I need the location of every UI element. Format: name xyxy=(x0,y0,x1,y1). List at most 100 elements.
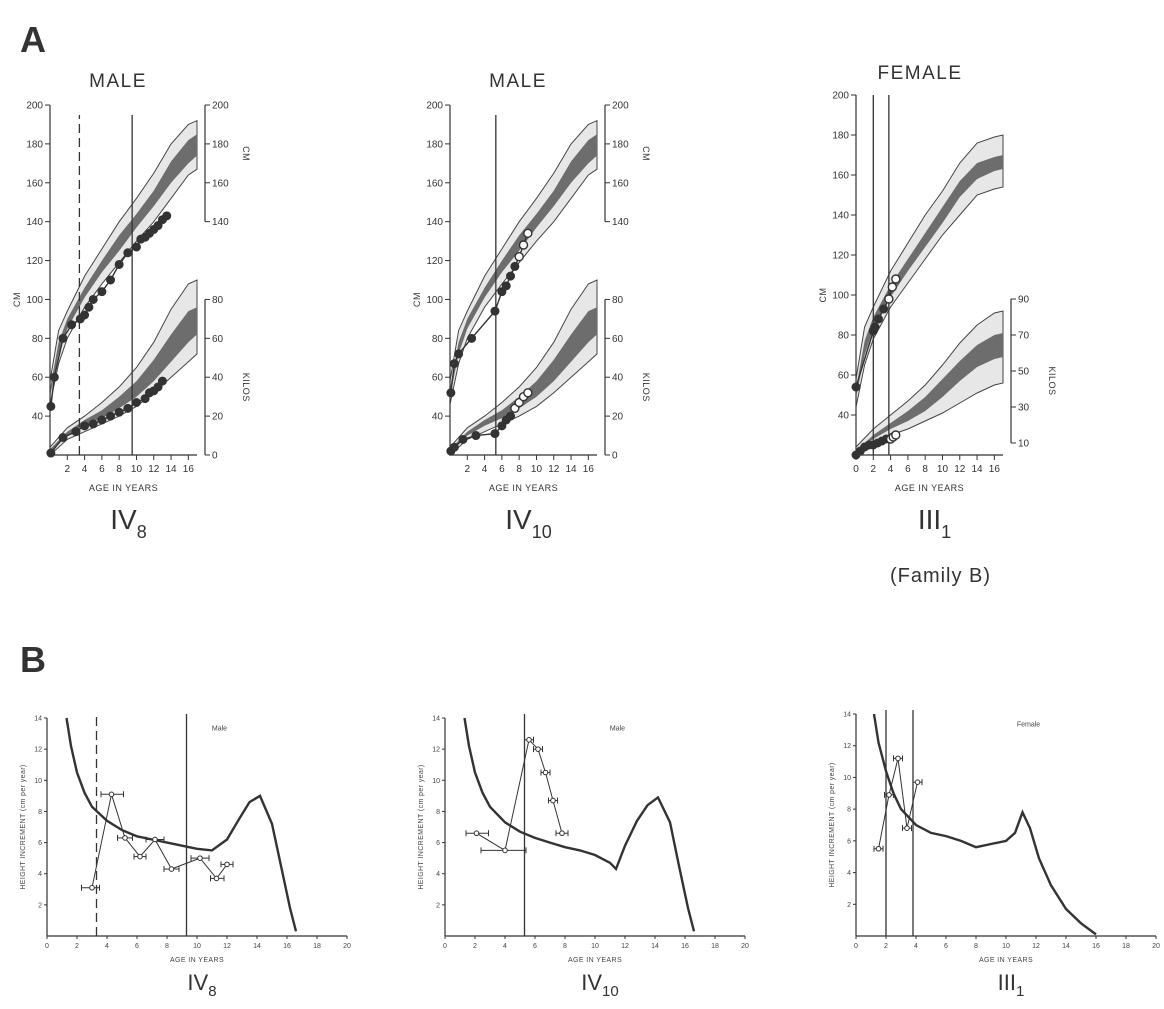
height-patient-point xyxy=(84,302,94,312)
x-tick-label: 4 xyxy=(82,464,88,475)
y-tick-label: 14 xyxy=(843,712,851,719)
height-patient-point xyxy=(873,314,883,324)
right-kilo-tick-label: 0 xyxy=(612,451,618,462)
height-patient-point xyxy=(891,274,901,284)
left-tick-label: 40 xyxy=(432,412,444,423)
x-tick-label: 12 xyxy=(548,464,560,475)
x-axis-label: AGE IN YEARS xyxy=(568,957,622,964)
weight-patient-point xyxy=(506,411,516,421)
x-tick-label: 10 xyxy=(531,464,543,475)
subject-label-subscript: 1 xyxy=(1016,983,1024,1000)
left-tick-label: 60 xyxy=(32,373,44,384)
observed-velocity-point xyxy=(197,855,203,861)
left-axis-label: CM xyxy=(412,292,422,307)
x-tick-label: 4 xyxy=(482,464,488,475)
x-tick-label: 16 xyxy=(1092,943,1100,950)
height-patient-point xyxy=(97,287,107,297)
right-kilo-tick-label: 60 xyxy=(212,334,224,345)
observed-velocity-point xyxy=(168,866,175,872)
weight-patient-point xyxy=(97,415,107,425)
y-axis-label: HEIGHT INCREMENT (cm per year) xyxy=(20,764,27,889)
x-tick-label: 12 xyxy=(954,464,966,475)
height-patient-point xyxy=(887,282,898,292)
right-kilo-tick-label: 40 xyxy=(612,373,624,384)
x-tick-label: 4 xyxy=(503,943,507,950)
height-patient-point xyxy=(46,401,56,411)
height-patient-point xyxy=(523,228,533,239)
y-tick-label: 12 xyxy=(432,747,440,754)
y-axis-label: HEIGHT INCREMENT (cm per year) xyxy=(418,764,425,889)
x-tick-label: 12 xyxy=(223,943,231,950)
height-patient-point xyxy=(851,382,861,392)
x-tick-label: 18 xyxy=(1122,943,1130,950)
sex-label: Male xyxy=(610,725,625,732)
x-tick-label: 12 xyxy=(621,943,629,950)
subject-label-main: IV xyxy=(110,504,137,535)
subject-label-main: IV xyxy=(505,504,532,535)
height-patient-point xyxy=(467,333,477,343)
subject-label-main: IV xyxy=(581,970,602,995)
observed-velocity-point xyxy=(875,845,882,852)
observed-velocity-point xyxy=(895,755,901,762)
x-tick-label: 6 xyxy=(99,464,105,475)
y-tick-label: 12 xyxy=(34,747,42,754)
x-tick-label: 4 xyxy=(914,943,918,950)
subject-label-subscript: 10 xyxy=(602,983,619,1000)
right-cm-axis-label: CM xyxy=(241,146,251,161)
left-tick-label: 180 xyxy=(26,139,43,150)
subject-label-main: III xyxy=(918,504,941,535)
right-cm-axis-label: CM xyxy=(641,146,651,161)
weight-patient-point xyxy=(490,429,500,439)
observed-velocity-line xyxy=(476,738,563,852)
right-cm-tick-label: 180 xyxy=(212,139,229,150)
y-tick-label: 2 xyxy=(847,902,851,909)
left-tick-label: 100 xyxy=(26,295,43,306)
height-patient-point xyxy=(49,372,59,382)
height-patient-point xyxy=(58,333,68,343)
sex-label: Female xyxy=(1017,722,1040,729)
x-tick-label: 8 xyxy=(516,464,522,475)
height-patient-point xyxy=(510,261,520,271)
left-tick-label: 120 xyxy=(26,256,43,267)
right-kilo-tick-label: 50 xyxy=(1018,367,1030,378)
x-tick-label: 2 xyxy=(884,943,888,950)
sex-label: FEMALE xyxy=(877,63,962,84)
subject-label: IV10 xyxy=(581,970,618,1000)
x-tick-label: 16 xyxy=(283,943,291,950)
left-tick-label: 100 xyxy=(832,291,849,302)
weight-patient-point xyxy=(106,411,116,421)
x-tick-label: 0 xyxy=(443,943,447,950)
left-tick-label: 40 xyxy=(838,411,850,422)
y-tick-label: 10 xyxy=(34,778,42,785)
velocity-chart-B2: 2 4 6 8 10 12 14 0 2 4 6 8 10 12 14 16 18 20 AGE IN YEARS H… xyxy=(418,714,749,1000)
left-axis-label: CM xyxy=(818,288,828,303)
weight-reference-inner-band xyxy=(450,307,597,454)
y-tick-label: 6 xyxy=(847,838,851,845)
weight-patient-point xyxy=(131,398,141,407)
x-tick-label: 14 xyxy=(651,943,659,950)
height-reference-inner-band xyxy=(50,134,197,397)
observed-velocity-point xyxy=(542,769,549,776)
growth-chart-A3: 40 60 80 100 120 140 160 180 200 0 2 4 6 8 10 12 14 16 AGE… xyxy=(818,63,1057,587)
x-tick-label: 18 xyxy=(711,943,719,950)
x-tick-label: 18 xyxy=(313,943,321,950)
weight-patient-point xyxy=(471,431,481,441)
observed-velocity-point xyxy=(473,830,480,837)
reference-velocity-curve xyxy=(463,717,696,932)
right-kilo-tick-label: 10 xyxy=(1018,439,1030,450)
height-patient-point xyxy=(114,259,124,269)
weight-patient-point xyxy=(449,442,459,452)
y-tick-label: 10 xyxy=(432,778,440,785)
y-tick-label: 8 xyxy=(847,807,851,814)
weight-patient-point xyxy=(458,434,468,444)
y-tick-label: 12 xyxy=(843,743,851,750)
height-patient-point xyxy=(131,242,141,252)
height-patient-point xyxy=(514,251,524,262)
right-kilo-tick-label: 20 xyxy=(612,412,624,423)
left-tick-label: 140 xyxy=(832,211,849,222)
y-tick-label: 2 xyxy=(436,902,440,909)
